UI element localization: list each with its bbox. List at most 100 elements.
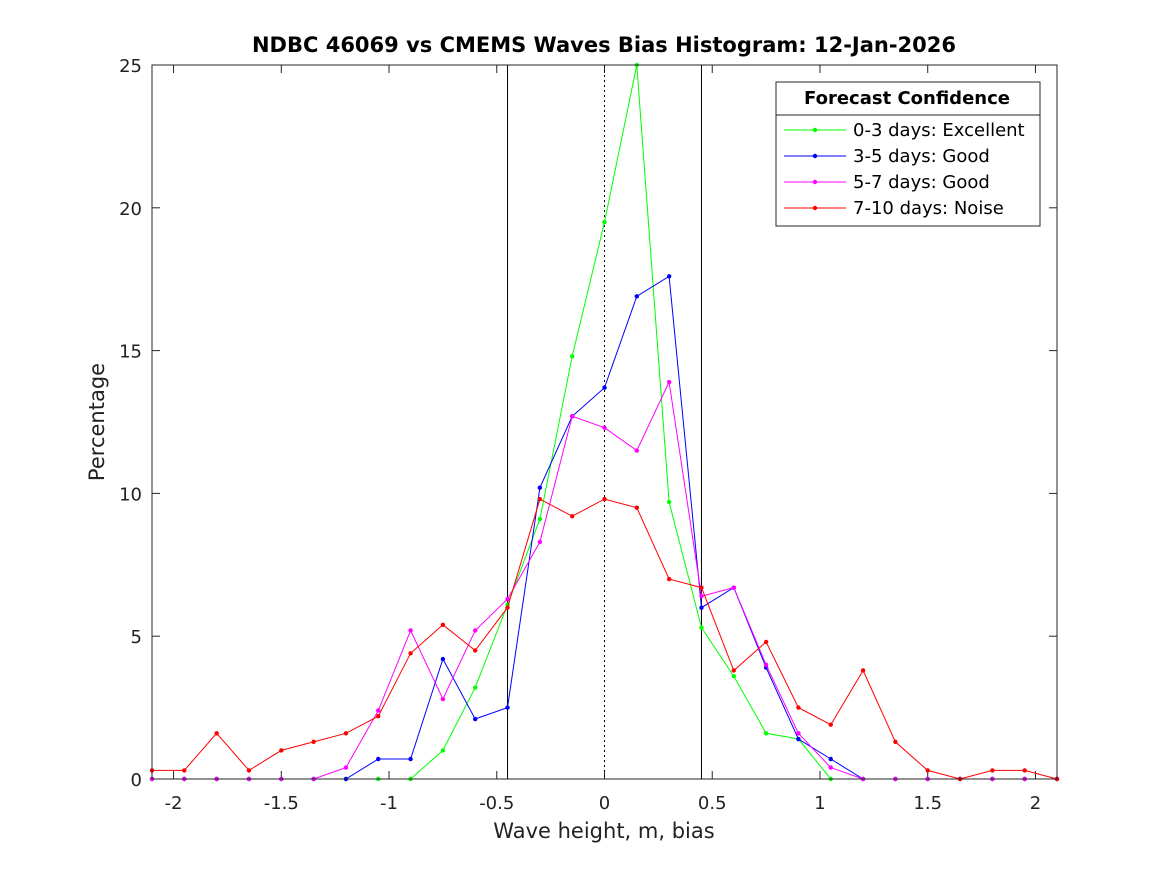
x-tick-label: -1.5	[264, 793, 299, 814]
data-point	[699, 585, 704, 590]
data-point	[990, 768, 995, 773]
x-tick-label: -2	[165, 793, 183, 814]
x-tick-label: -0.5	[479, 793, 514, 814]
data-point	[376, 713, 381, 719]
data-point	[699, 605, 704, 610]
legend-swatch-marker	[812, 179, 818, 185]
data-point	[763, 662, 769, 667]
data-point	[925, 768, 930, 773]
data-point	[731, 585, 736, 590]
data-point	[505, 605, 510, 610]
data-point	[343, 765, 349, 770]
data-point	[408, 628, 413, 633]
legend-box	[775, 81, 1041, 227]
data-point	[666, 274, 672, 279]
data-point	[246, 768, 252, 773]
data-point	[440, 748, 446, 753]
x-tick-label: -1	[380, 793, 398, 814]
data-point	[311, 739, 316, 745]
data-point	[473, 628, 478, 633]
data-point	[569, 354, 575, 359]
data-point	[505, 596, 510, 602]
data-point	[634, 505, 640, 510]
legend-swatch-marker	[812, 153, 818, 159]
legend-label: 5-7 days: Good	[853, 172, 990, 193]
data-point	[796, 705, 801, 710]
data-point	[214, 731, 219, 736]
data-point	[634, 294, 640, 299]
data-point	[1022, 768, 1027, 773]
y-tick-label: 15	[119, 342, 142, 363]
legend-title: Forecast Confidence	[804, 88, 1010, 109]
legend-label: 3-5 days: Good	[853, 146, 990, 167]
y-tick-label: 0	[131, 770, 142, 791]
data-point	[537, 516, 543, 522]
legend-swatch-marker	[812, 205, 818, 211]
x-tick-label: 0.5	[698, 793, 727, 814]
data-point	[860, 668, 866, 673]
data-point	[828, 756, 833, 762]
y-tick-label: 10	[119, 484, 142, 505]
data-point	[569, 414, 575, 419]
data-point	[440, 622, 446, 627]
data-point	[408, 651, 413, 656]
chart-title: NDBC 46069 vs CMEMS Waves Bias Histogram…	[252, 33, 956, 57]
data-point	[473, 648, 478, 653]
data-point	[666, 499, 672, 505]
data-point	[343, 731, 349, 736]
data-point	[699, 625, 704, 630]
data-point	[699, 594, 704, 599]
data-point	[473, 716, 478, 722]
data-point	[796, 731, 801, 736]
y-tick-label: 25	[119, 56, 142, 77]
legend-entry: 3-5 days: Good	[784, 146, 990, 167]
data-point	[763, 639, 769, 645]
data-point	[731, 673, 736, 679]
y-tick-label: 20	[119, 199, 142, 220]
data-point	[279, 748, 284, 753]
data-point	[602, 425, 607, 430]
data-point	[473, 685, 478, 690]
legend-label: 7-10 days: Noise	[853, 198, 1004, 219]
data-point	[505, 705, 510, 710]
data-point	[828, 722, 833, 727]
y-tick-label: 5	[131, 627, 142, 648]
legend: Forecast Confidence 0-3 days: Excellent 3…	[775, 81, 1041, 227]
y-axis-label: Percentage	[85, 363, 109, 481]
plot-frame	[151, 64, 1058, 780]
data-point	[763, 731, 769, 736]
data-point	[182, 768, 187, 773]
data-point	[634, 448, 640, 453]
data-point	[537, 539, 543, 545]
data-point	[569, 514, 575, 519]
legend-entry: 5-7 days: Good	[784, 172, 990, 193]
data-point	[376, 756, 381, 762]
x-tick-label: 0	[599, 793, 610, 814]
legend-entry: 0-3 days: Excellent	[784, 120, 1025, 141]
legend-entry: 7-10 days: Noise	[784, 198, 1004, 219]
data-point	[828, 765, 833, 770]
data-point	[796, 736, 801, 742]
legend-swatch-marker	[812, 127, 818, 133]
legend-label: 0-3 days: Excellent	[853, 120, 1025, 141]
x-tick-label: 1	[814, 793, 825, 814]
data-point	[731, 668, 736, 673]
x-axis-label: Wave height, m, bias	[493, 819, 714, 843]
data-point	[666, 379, 672, 385]
data-point	[666, 576, 672, 582]
x-tick-label: 1.5	[913, 793, 942, 814]
x-tick-label: 2	[1030, 793, 1041, 814]
data-point	[893, 739, 898, 745]
series-4	[149, 496, 1060, 782]
data-point	[537, 496, 543, 502]
x-tick-labels: -2 -1.5 -1 -0.5 0 0.5 1 1.5 2	[165, 793, 1042, 814]
y-tick-labels: 0 5 10 15 20 25	[119, 56, 142, 791]
data-point	[408, 756, 413, 762]
data-point	[537, 485, 543, 490]
data-point	[602, 385, 607, 390]
data-point	[440, 656, 446, 662]
data-point	[602, 219, 607, 225]
reference-lines	[507, 65, 702, 779]
data-point	[376, 708, 381, 713]
